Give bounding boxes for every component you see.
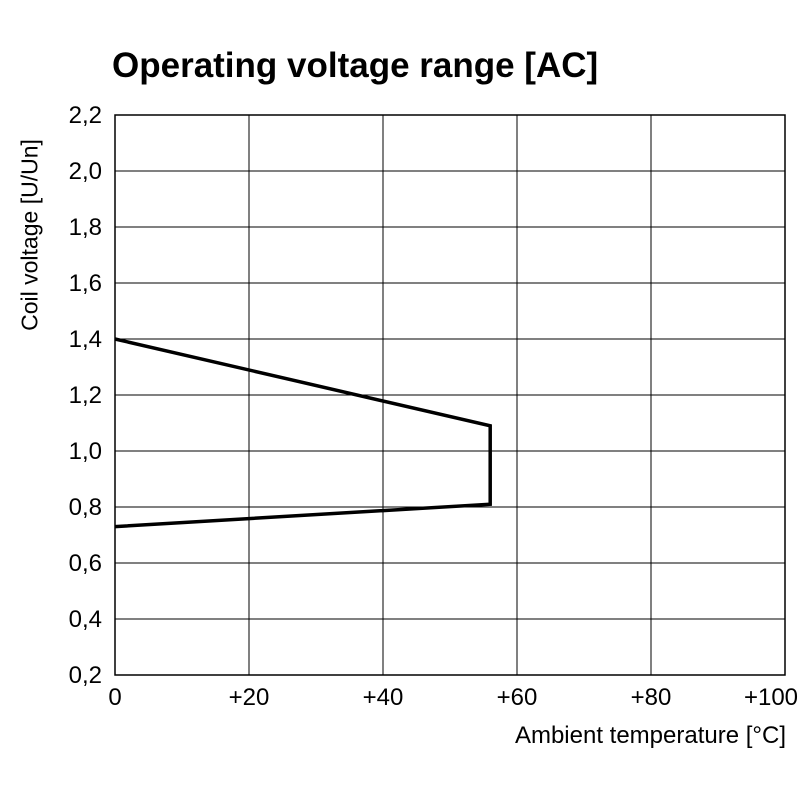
x-tick-label: +40 xyxy=(363,684,404,711)
x-axis-title: Ambient temperature [°C] xyxy=(514,722,786,749)
x-tick-label: +20 xyxy=(229,684,270,711)
y-tick-label: 1,6 xyxy=(69,270,102,297)
y-tick-label: 2,0 xyxy=(69,158,102,185)
x-tick-label: 0 xyxy=(108,684,121,711)
y-axis-title: Coil voltage [U/Un] xyxy=(16,139,43,331)
y-tick-label: 0,2 xyxy=(69,662,102,689)
y-tick-label: 1,2 xyxy=(69,382,102,409)
x-tick-label: +60 xyxy=(497,684,538,711)
y-tick-label: 2,2 xyxy=(69,102,102,129)
y-tick-label: 0,4 xyxy=(69,606,102,633)
y-tick-label: 0,8 xyxy=(69,494,102,521)
x-tick-label: +100 xyxy=(744,684,798,711)
operating-range-line xyxy=(114,337,492,529)
y-tick-label: 1,4 xyxy=(69,326,102,353)
y-tick-label: 0,6 xyxy=(69,550,102,577)
y-tick-label: 1,8 xyxy=(69,214,102,241)
chart-title: Operating voltage range [AC] xyxy=(112,46,599,85)
plot-frame xyxy=(114,114,786,676)
y-tick-label: 1,0 xyxy=(69,438,102,465)
x-tick-label: +80 xyxy=(631,684,672,711)
